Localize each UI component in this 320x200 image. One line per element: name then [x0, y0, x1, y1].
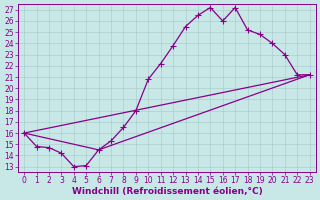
X-axis label: Windchill (Refroidissement éolien,°C): Windchill (Refroidissement éolien,°C)	[72, 187, 262, 196]
